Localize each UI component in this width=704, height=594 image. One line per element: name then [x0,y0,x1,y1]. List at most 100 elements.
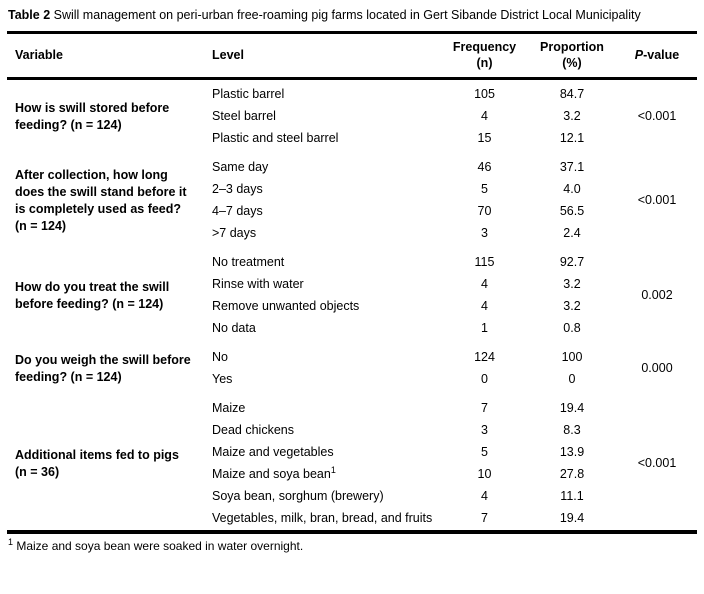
variable-cell: Do you weigh the swill before feeding? (… [15,352,191,384]
proportion-cell: 37.1 [559,160,585,174]
proportion-cell: 3.2 [563,277,581,291]
frequency-cell: 3 [481,423,488,437]
proportion-cell: 3.2 [563,299,581,313]
swill-management-table: Variable Level Frequency (n) Proportion (%… [7,31,697,534]
column-header-variable: Variable [15,48,63,62]
table-row: >7 days 3 2.4 [7,223,697,245]
frequency-cell: 3 [481,226,488,240]
frequency-cell: 105 [474,87,495,101]
level-cell: Soya bean, sorghum (brewery) [212,489,384,503]
level-cell: >7 days [212,226,257,240]
pvalue-cell: <0.001 [637,109,677,123]
column-header-level: Level [212,48,244,62]
frequency-cell: 0 [481,372,488,386]
table-row: Rinse with water 4 3.2 [7,274,697,296]
column-header-frequency: Frequency (n) [452,40,517,70]
frequency-cell: 7 [481,401,488,415]
variable-cell: How is swill stored before feeding? (n =… [15,100,170,132]
table-caption-text: Swill management on peri-urban free-roam… [50,8,641,22]
frequency-cell: 4 [481,489,488,503]
table-row: No data 1 0.8 [7,318,697,340]
frequency-cell: 1 [481,321,488,335]
footnote-marker: 1 [8,537,14,547]
level-cell: No data [212,321,256,335]
proportion-cell: 19.4 [559,511,585,525]
variable-cell: After collection, how long does the swil… [15,167,187,233]
level-cell: No [212,350,228,364]
table-footnote: 1 Maize and soya bean were soaked in wat… [8,538,697,554]
proportion-cell: 13.9 [559,445,585,459]
proportion-cell: 2.4 [563,226,581,240]
pvalue-cell: 0.002 [641,288,673,302]
frequency-cell: 4 [481,109,488,123]
proportion-cell: 0.8 [563,321,581,335]
frequency-cell: 10 [477,467,492,481]
level-cell: Maize and soya bean1 [212,464,336,481]
table-row: Do you weigh the swill before feeding? (… [7,340,697,384]
level-cell: Dead chickens [212,423,294,437]
level-cell: No treatment [212,255,285,269]
table-row: Vegetables, milk, bran, bread, and fruit… [7,508,697,532]
table-row: Dead chickens 3 8.3 [7,420,697,442]
frequency-cell: 5 [481,445,488,459]
page: Table 2 Swill management on peri-urban f… [7,7,697,554]
footnote-text: Maize and soya bean were soaked in water… [13,539,304,553]
table-row: Soya bean, sorghum (brewery) 4 11.1 [7,486,697,508]
pvalue-cell: <0.001 [637,456,677,470]
table-row: Remove unwanted objects 4 3.2 [7,296,697,318]
level-cell: 4–7 days [212,204,263,218]
level-cell: Remove unwanted objects [212,299,360,313]
column-header-proportion: Proportion (%) [540,40,604,70]
proportion-cell: 3.2 [563,109,581,123]
frequency-cell: 5 [481,182,488,196]
level-cell: Rinse with water [212,277,304,291]
level-cell: Plastic and steel barrel [212,131,339,145]
frequency-cell: 70 [477,204,492,218]
proportion-cell: 56.5 [559,204,585,218]
header-row: Variable Level Frequency (n) Proportion (%… [7,33,697,79]
proportion-cell: 92.7 [559,255,585,269]
table-row: Plastic and steel barrel 15 12.1 [7,128,697,150]
proportion-cell: 8.3 [563,423,581,437]
level-cell: Vegetables, milk, bran, bread, and fruit… [212,511,433,525]
proportion-cell: 84.7 [559,87,585,101]
footnote-marker: 1 [330,464,336,475]
frequency-cell: 4 [481,277,488,291]
frequency-cell: 7 [481,511,488,525]
column-header-pvalue: P-value [634,48,680,62]
level-cell: Steel barrel [212,109,276,123]
pvalue-cell: <0.001 [637,193,677,207]
table-row: How is swill stored before feeding? (n =… [7,79,697,132]
table-row: How do you treat the swill before feedin… [7,245,697,311]
frequency-cell: 115 [474,255,495,269]
proportion-cell: 12.1 [559,131,585,145]
pvalue-cell: 0.000 [641,361,673,375]
variable-cell: Additional items fed to pigs (n = 36) [15,447,179,479]
table-row: Additional items fed to pigs (n = 36) Ma… [7,391,697,479]
frequency-cell: 124 [474,350,495,364]
proportion-cell: 27.8 [559,467,585,481]
table-row: 2–3 days 5 4.0 [7,179,697,201]
table-row: Steel barrel 4 3.2 [7,106,697,128]
level-cell: Plastic barrel [212,87,285,101]
table-row: After collection, how long does the swil… [7,150,697,233]
variable-cell: How do you treat the swill before feedin… [15,279,170,311]
proportion-cell: 100 [561,350,583,364]
level-cell: Maize and vegetables [212,445,334,459]
table-row: Yes 0 0 [7,369,697,391]
frequency-cell: 46 [477,160,492,174]
level-cell: Maize [212,401,246,415]
level-cell: Yes [212,372,233,386]
frequency-cell: 4 [481,299,488,313]
table-row: Maize and vegetables 5 13.9 [7,442,697,464]
table-caption: Table 2 Swill management on peri-urban f… [8,7,697,24]
table-number: Table 2 [8,8,51,22]
table-row: 4–7 days 70 56.5 [7,201,697,223]
proportion-cell: 4.0 [563,182,581,196]
frequency-cell: 15 [477,131,492,145]
proportion-cell: 19.4 [559,401,585,415]
proportion-cell: 0 [568,372,576,386]
table-row: Maize and soya bean1 10 27.8 [7,464,697,486]
proportion-cell: 11.1 [560,489,584,503]
level-cell: 2–3 days [212,182,263,196]
